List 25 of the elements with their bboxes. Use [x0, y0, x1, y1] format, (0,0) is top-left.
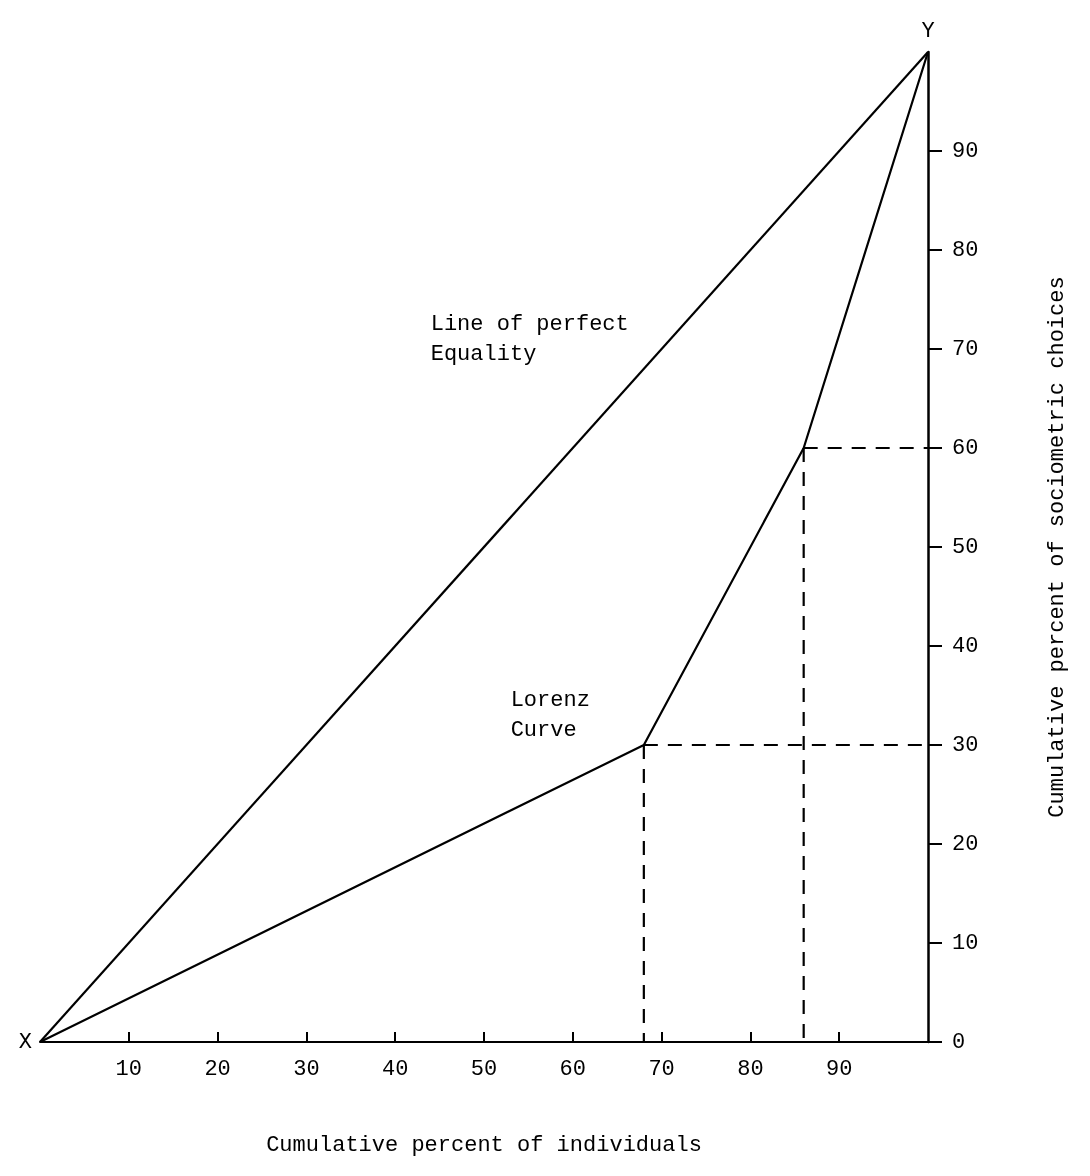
y-tick-label: 0 [952, 1029, 966, 1055]
y-tick-label: 80 [952, 237, 979, 263]
y-tick-label: 40 [952, 633, 979, 659]
y-tick-label: 20 [952, 831, 979, 857]
y-axis-title: Cumulative percent of sociometric choices [1044, 276, 1070, 818]
x-tick-label: 30 [293, 1056, 320, 1082]
y-tick-label: 50 [952, 534, 979, 560]
x-axis-title: Cumulative percent of individuals [266, 1132, 702, 1158]
y-tick-label: 70 [952, 336, 979, 362]
x-tick-label: 90 [826, 1056, 853, 1082]
x-tick-label: 80 [737, 1056, 764, 1082]
y-tick-label: 10 [952, 930, 979, 956]
annotation: Y [921, 18, 935, 44]
x-tick-label: 10 [115, 1056, 142, 1082]
x-tick-label: 20 [204, 1056, 231, 1082]
y-tick-label: 90 [952, 138, 979, 164]
x-tick-label: 60 [559, 1056, 586, 1082]
x-tick-label: 40 [382, 1056, 409, 1082]
x-tick-label: 50 [470, 1056, 498, 1082]
series-label: Line of perfect Equality [430, 311, 629, 367]
series-label: Lorenz Curve [510, 688, 590, 744]
x-tick-label: 70 [648, 1056, 675, 1082]
y-tick-label: 60 [952, 435, 979, 461]
annotation: X [18, 1029, 32, 1055]
y-tick-label: 30 [952, 732, 979, 758]
